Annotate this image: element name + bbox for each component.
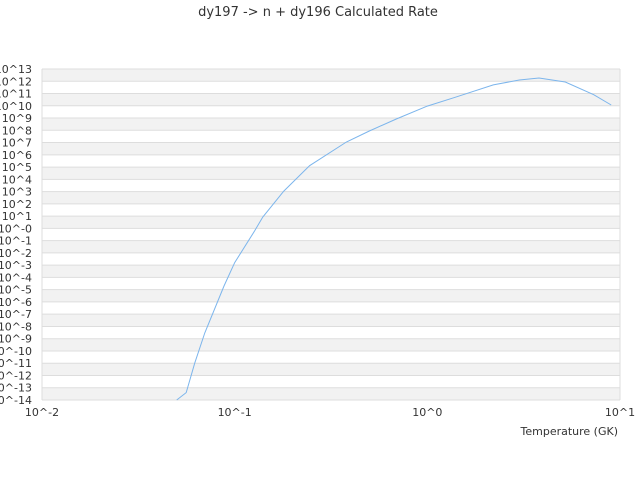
y-tick-label: 10^-2: [0, 247, 32, 260]
grid-band: [42, 118, 620, 131]
y-tick-label: 10^9: [2, 112, 32, 125]
series-group: [176, 77, 612, 401]
y-axis: 10^1310^1210^1110^1010^910^810^710^610^5…: [0, 63, 32, 407]
y-tick-label: 10^-0: [0, 222, 32, 235]
y-tick-label: 10^11: [0, 88, 32, 101]
y-tick-label: 10^-12: [0, 369, 32, 382]
rate-series-line: [176, 77, 612, 401]
grid-band: [42, 265, 620, 278]
x-tick-label: 10^0: [412, 406, 442, 419]
y-tick-label: 10^-5: [0, 284, 32, 297]
grid-band: [42, 387, 620, 400]
y-tick-label: 10^-7: [0, 308, 32, 321]
grid-band: [42, 216, 620, 229]
grid-band: [42, 93, 620, 106]
grid-band: [42, 363, 620, 376]
y-tick-label: 10^12: [0, 75, 32, 88]
x-tick-label: 10^-2: [25, 406, 59, 419]
chart-title: dy197 -> n + dy196 Calculated Rate: [198, 5, 438, 20]
y-tick-label: 10^-9: [0, 333, 32, 346]
grid-bands: [41, 68, 621, 401]
grid-band: [42, 69, 620, 82]
y-tick-label: 10^2: [2, 198, 32, 211]
y-tick-label: 10^-4: [0, 271, 32, 284]
y-tick-label: 10^-14: [0, 394, 32, 407]
y-tick-label: 10^10: [0, 100, 32, 113]
grid-band: [42, 191, 620, 204]
grid-band: [42, 167, 620, 180]
grid-band: [42, 314, 620, 327]
y-tick-label: 10^5: [2, 161, 32, 174]
y-tick-label: 10^7: [2, 137, 32, 150]
x-axis: 10^-2 10^-1 10^0 10^1: [25, 406, 635, 419]
y-tick-label: 10^-1: [0, 235, 32, 248]
y-tick-label: 10^13: [0, 63, 32, 76]
grid-band: [42, 289, 620, 302]
x-axis-label: Temperature (GK): [520, 425, 619, 438]
grid-band: [42, 142, 620, 155]
grid-band: [42, 240, 620, 253]
y-tick-label: 10^-10: [0, 345, 32, 358]
y-tick-label: 10^-11: [0, 357, 32, 370]
y-tick-label: 10^-3: [0, 259, 32, 272]
y-tick-label: 10^6: [2, 149, 32, 162]
y-tick-label: 10^-8: [0, 320, 32, 333]
y-tick-label: 10^-13: [0, 382, 32, 395]
x-tick-label: 10^1: [605, 406, 635, 419]
x-tick-label: 10^-1: [218, 406, 252, 419]
y-tick-label: 10^3: [2, 186, 32, 199]
grid-band: [42, 338, 620, 351]
y-tick-label: 10^8: [2, 124, 32, 137]
y-tick-label: 10^4: [2, 173, 32, 186]
y-tick-label: 10^1: [2, 210, 32, 223]
y-tick-label: 10^-6: [0, 296, 32, 309]
